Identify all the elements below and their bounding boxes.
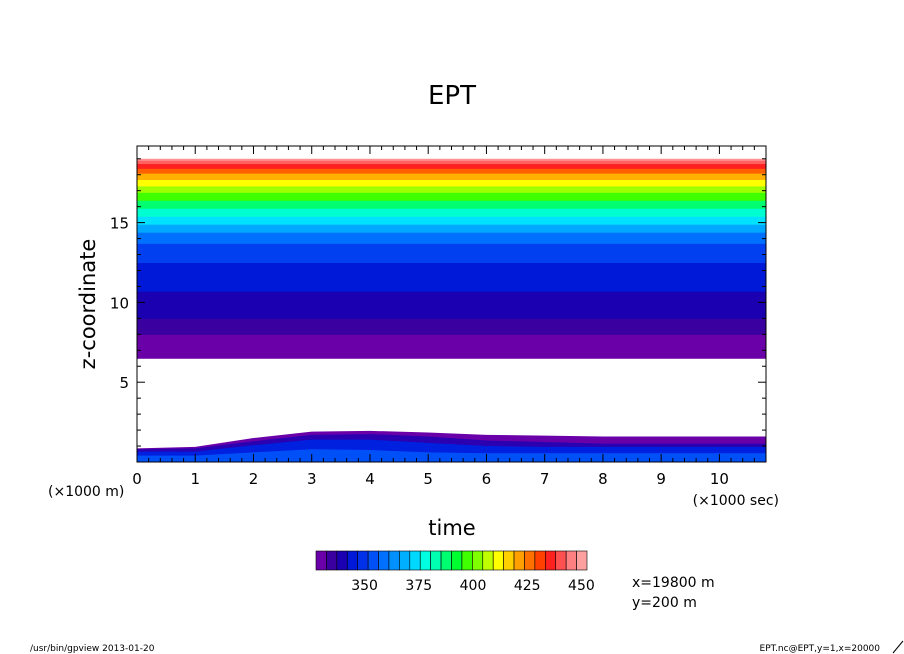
corner-mark (892, 640, 904, 654)
axis-ticks: 0 1 2 3 4 5 6 7 8 9 10 5 10 15 (110, 146, 767, 488)
colorbar-swatch (472, 550, 484, 571)
contour-band-upper-4 (137, 262, 766, 292)
contour-band-upper-18 (137, 158, 766, 161)
contour-band-upper-11 (137, 192, 766, 201)
contour-band-upper-12 (137, 185, 766, 193)
colorbar-swatch (430, 550, 442, 571)
colorbar-swatch (367, 550, 379, 571)
colorbar-swatch (545, 550, 557, 571)
colorbar-swatch (534, 550, 546, 571)
colorbar-swatch (388, 550, 400, 571)
colorbar: 350 375 400 425 450 (315, 550, 595, 594)
y-tick-label: 15 (110, 215, 129, 233)
contour-band-upper-6 (137, 232, 766, 244)
colorbar-swatch (565, 550, 577, 571)
colorbar-tick-label: 350 (351, 578, 378, 594)
colorbar-tick-label: 400 (460, 578, 487, 594)
contour-band-upper-13 (137, 179, 766, 187)
colorbar-swatch (503, 550, 515, 571)
x-tick-label: 10 (710, 470, 729, 488)
colorbar-tick-label: 375 (405, 578, 432, 594)
contour-band-upper-17 (137, 160, 766, 165)
x-tick-label: 8 (598, 470, 608, 488)
contour-fills (137, 158, 766, 462)
contour-band-upper-2 (137, 318, 766, 335)
x-tick-label: 9 (656, 470, 666, 488)
contour-band-upper-8 (137, 216, 766, 225)
contour-band-upper-7 (137, 224, 766, 233)
x-tick-label: 4 (365, 470, 375, 488)
colorbar-swatch (346, 550, 358, 571)
contour-band-upper-1 (137, 334, 766, 343)
x-tick-label: 2 (249, 470, 259, 488)
y-unit-label: (×1000 m) (48, 484, 124, 500)
contour-band-lower-3 (137, 449, 766, 462)
footer-left: /usr/bin/gpview 2013-01-20 (30, 644, 155, 654)
colorbar-swatch (326, 550, 338, 571)
x-tick-label: 3 (307, 470, 317, 488)
contour-band-upper-15 (137, 168, 766, 174)
contour-band-upper-9 (137, 208, 766, 217)
colorbar-swatch (451, 550, 463, 571)
x-tick-label: 5 (423, 470, 433, 488)
colorbar-swatch (482, 550, 494, 571)
colorbar-swatch (576, 550, 588, 571)
y-tick-label: 10 (110, 294, 129, 312)
annotation-y: y=200 m (632, 595, 697, 611)
colorbar-swatch (440, 550, 452, 571)
plot-area: 0 1 2 3 4 5 6 7 8 9 10 5 10 15 (110, 145, 767, 488)
contour-band-upper-16 (137, 163, 766, 169)
x-unit-label: (×1000 sec) (693, 493, 779, 509)
x-axis-label: time (428, 516, 475, 540)
contour-band-upper-5 (137, 243, 766, 264)
contour-band-upper-3 (137, 291, 766, 319)
colorbar-tick-label: 450 (568, 578, 595, 594)
colorbar-swatch (524, 550, 536, 571)
colorbar-swatch (399, 550, 411, 571)
y-axis-label: z-coordinate (76, 239, 100, 370)
colorbar-swatch (419, 550, 431, 571)
colorbar-swatch (513, 550, 525, 571)
colorbar-swatch (315, 550, 327, 571)
colorbar-swatch (492, 550, 504, 571)
contour-band-upper-14 (137, 173, 766, 181)
colorbar-swatch (378, 550, 390, 571)
annotation-x: x=19800 m (632, 575, 715, 591)
contour-band-upper-0 (137, 342, 766, 359)
colorbar-swatch (409, 550, 421, 571)
x-tick-label: 7 (540, 470, 550, 488)
x-tick-label: 6 (482, 470, 492, 488)
footer-right: EPT.nc@EPT,y=1,x=20000 (760, 644, 881, 654)
colorbar-swatch (336, 550, 348, 571)
colorbar-swatch (461, 550, 473, 571)
contour-band-upper-10 (137, 200, 766, 209)
x-tick-label: 1 (190, 470, 200, 488)
colorbar-tick-label: 425 (514, 578, 541, 594)
chart-title: EPT (428, 81, 476, 111)
y-tick-label: 5 (119, 374, 129, 392)
x-tick-label: 0 (132, 470, 142, 488)
colorbar-swatch (555, 550, 567, 571)
colorbar-swatch (357, 550, 369, 571)
